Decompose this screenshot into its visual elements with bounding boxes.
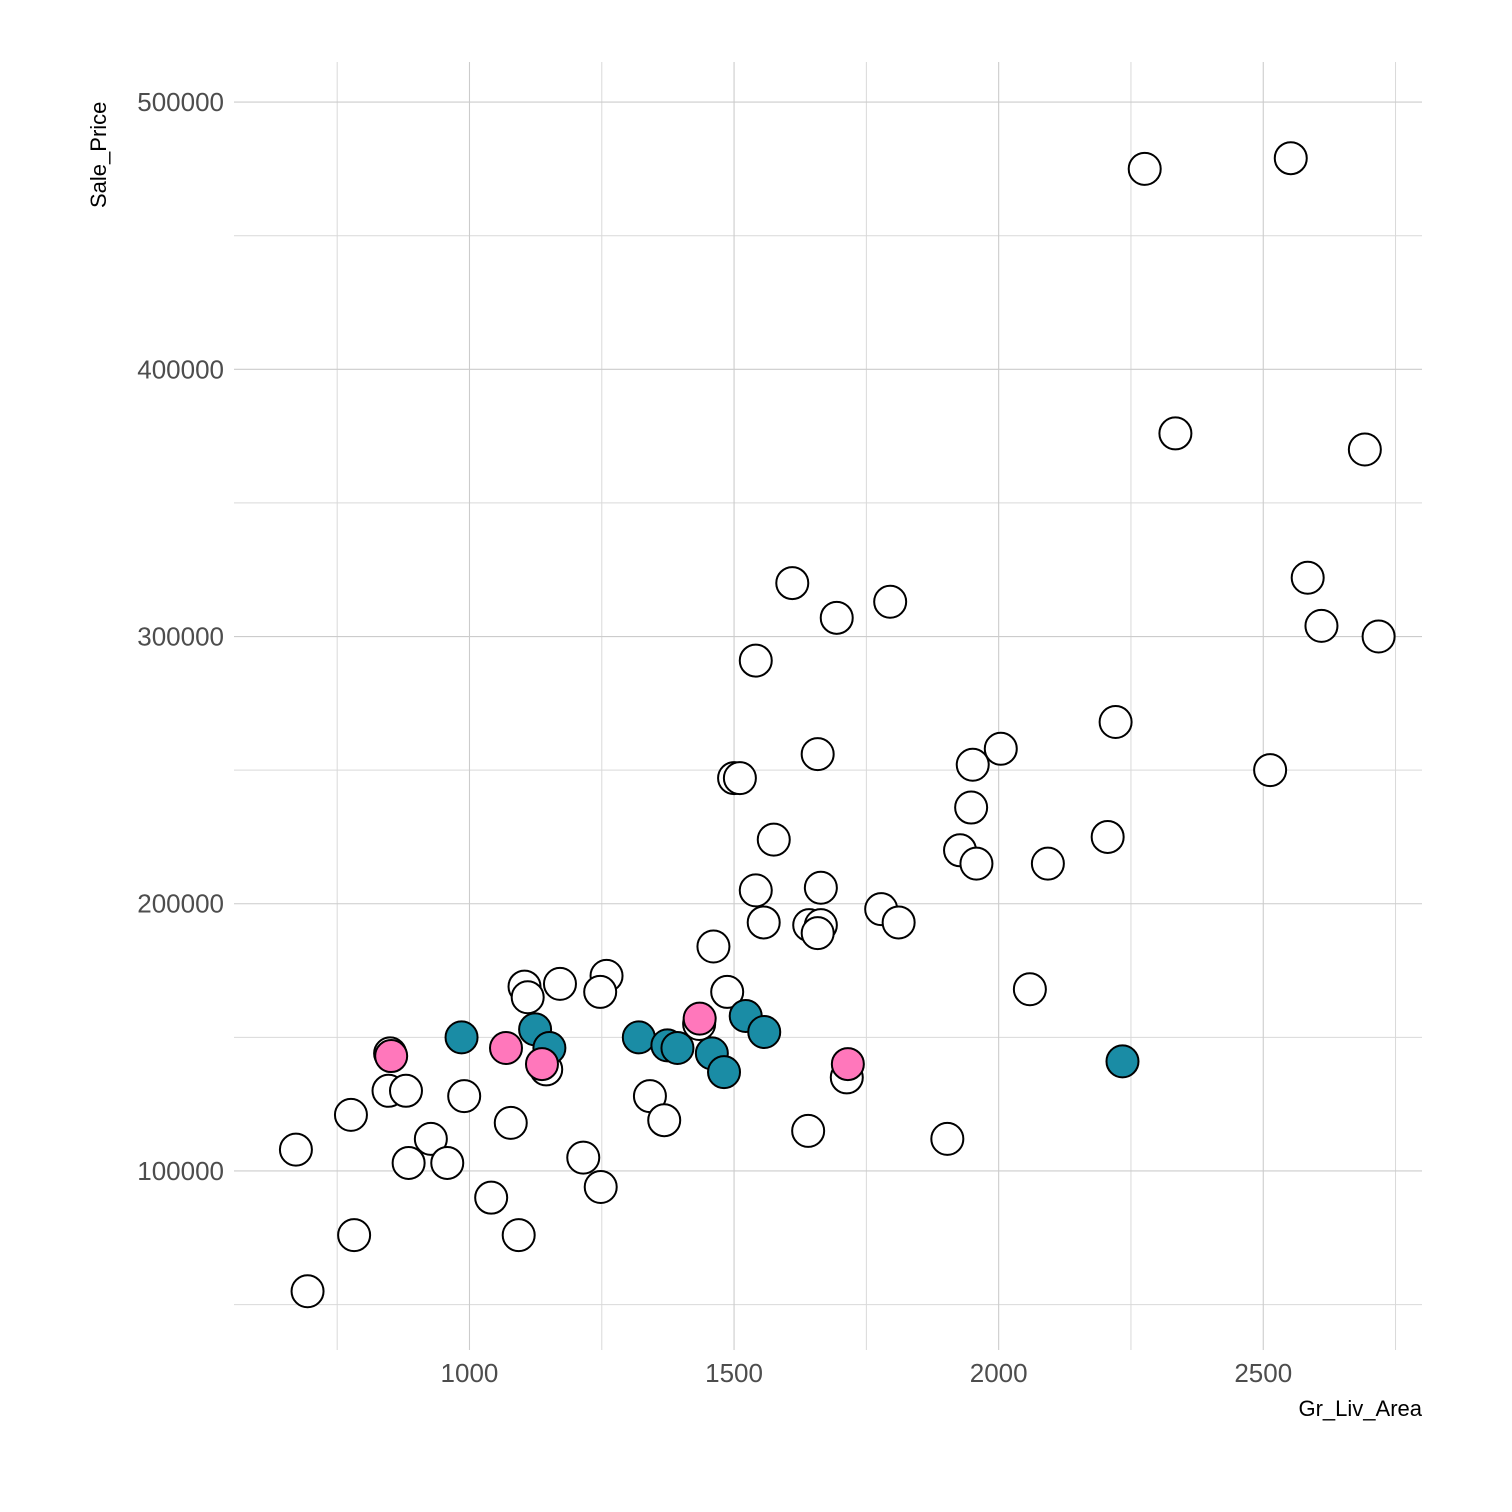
data-point: [1273, 141, 1308, 176]
data-point: [955, 747, 990, 782]
data-point: [542, 966, 577, 1001]
x-tick-label: 1500: [705, 1358, 763, 1388]
y-tick-label: 200000: [137, 889, 224, 919]
data-point: [430, 1145, 465, 1180]
y-tick-label: 300000: [137, 622, 224, 652]
data-point: [1030, 846, 1065, 881]
data-point: [930, 1121, 965, 1156]
data-point: [746, 905, 781, 940]
data-point: [1012, 972, 1047, 1007]
data-point: [791, 1113, 826, 1148]
data-point: [682, 1001, 717, 1036]
data-point: [447, 1079, 482, 1114]
x-tick-label: 2000: [970, 1358, 1028, 1388]
data-point: [488, 1031, 523, 1066]
data-point: [583, 974, 618, 1009]
data-point: [337, 1218, 372, 1253]
data-point: [1304, 608, 1339, 643]
data-point: [374, 1039, 409, 1074]
data-point: [819, 600, 854, 635]
x-axis-title: Gr_Liv_Area: [1298, 1396, 1422, 1421]
data-point: [413, 1121, 448, 1156]
data-point: [524, 1047, 559, 1082]
data-point: [1098, 705, 1133, 740]
data-point: [800, 916, 835, 951]
data-point: [881, 905, 916, 940]
data-point: [391, 1145, 426, 1180]
data-point: [660, 1031, 695, 1066]
y-axis-title: Sale_Price: [86, 102, 111, 208]
data-point: [1290, 560, 1325, 595]
data-point: [290, 1274, 325, 1309]
data-point: [722, 761, 757, 796]
data-point: [1105, 1044, 1140, 1079]
data-point: [474, 1180, 509, 1215]
data-point: [707, 1055, 742, 1090]
data-point: [510, 980, 545, 1015]
data-point: [738, 643, 773, 678]
data-point: [775, 566, 810, 601]
data-point: [710, 974, 745, 1009]
y-tick-label: 500000: [137, 87, 224, 117]
data-point: [756, 822, 791, 857]
grid-layer: [234, 62, 1422, 1350]
x-tick-label: 1000: [441, 1358, 499, 1388]
data-point: [501, 1218, 536, 1253]
data-point: [800, 737, 835, 772]
data-point: [738, 873, 773, 908]
x-tick-label: 2500: [1234, 1358, 1292, 1388]
data-point: [1127, 151, 1162, 186]
data-point: [1158, 416, 1193, 451]
data-point: [566, 1140, 601, 1175]
data-point: [747, 1015, 782, 1050]
y-tick-label: 100000: [137, 1156, 224, 1186]
data-point: [830, 1047, 865, 1082]
data-point: [333, 1097, 368, 1132]
data-point: [621, 1020, 656, 1055]
data-point: [444, 1020, 479, 1055]
points-layer: [278, 141, 1396, 1309]
data-point: [959, 846, 994, 881]
data-point: [278, 1132, 313, 1167]
data-point: [1090, 819, 1125, 854]
data-point: [647, 1103, 682, 1138]
data-point: [1347, 432, 1382, 467]
data-point: [983, 731, 1018, 766]
axis-labels-layer: 1000 1500 2000 2500 100000 200000 300000 400000…: [137, 87, 1292, 1388]
data-point: [803, 870, 838, 905]
data-point: [1361, 619, 1396, 654]
data-point: [696, 929, 731, 964]
data-point: [1253, 753, 1288, 788]
data-point: [954, 790, 989, 825]
data-point: [873, 584, 908, 619]
data-point: [493, 1105, 528, 1140]
y-tick-label: 400000: [137, 354, 224, 384]
data-point: [388, 1073, 423, 1108]
data-point: [583, 1169, 618, 1204]
